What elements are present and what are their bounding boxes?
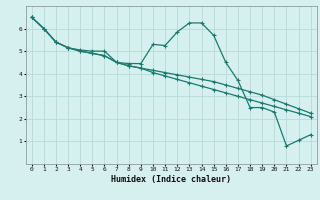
X-axis label: Humidex (Indice chaleur): Humidex (Indice chaleur) [111, 175, 231, 184]
